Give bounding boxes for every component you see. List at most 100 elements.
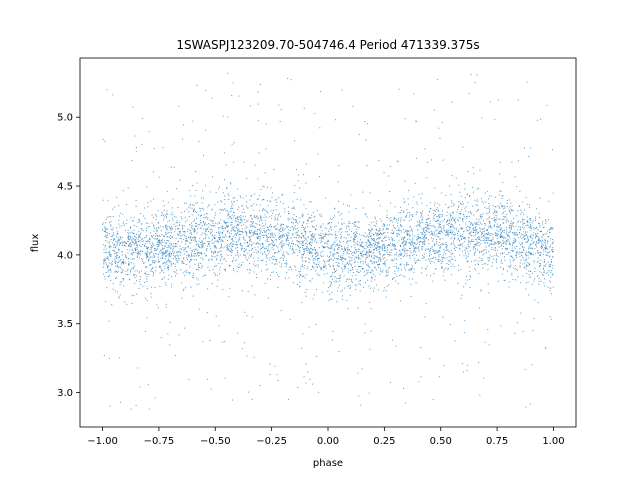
data-point <box>529 276 531 278</box>
data-point <box>450 215 452 217</box>
data-point <box>516 234 518 236</box>
data-point <box>490 101 491 103</box>
data-point <box>301 214 303 216</box>
data-point <box>124 245 126 247</box>
data-point <box>504 241 506 243</box>
data-point <box>171 236 173 238</box>
data-point <box>234 234 236 236</box>
data-point <box>246 232 248 234</box>
data-point <box>358 221 360 223</box>
data-point <box>273 249 275 251</box>
data-point <box>229 217 231 219</box>
data-point <box>391 339 393 341</box>
data-point <box>444 279 446 281</box>
data-point <box>159 252 161 254</box>
data-point <box>198 266 200 268</box>
data-point <box>390 166 392 168</box>
data-point <box>137 238 139 240</box>
data-point <box>130 242 132 244</box>
data-point <box>128 241 130 243</box>
data-point <box>154 256 156 258</box>
data-point <box>316 241 318 243</box>
data-point <box>291 248 293 250</box>
data-point <box>356 225 358 227</box>
data-point <box>376 229 378 231</box>
data-point <box>545 251 547 253</box>
data-point <box>483 253 485 255</box>
data-point <box>344 266 346 268</box>
data-point <box>172 198 174 200</box>
data-point <box>356 241 358 243</box>
data-point <box>430 262 431 264</box>
data-point <box>495 261 497 263</box>
data-point <box>218 221 220 223</box>
data-point <box>255 249 257 251</box>
data-point <box>547 252 549 254</box>
data-point <box>121 225 123 227</box>
data-point <box>278 197 280 199</box>
data-point <box>193 249 195 251</box>
data-point <box>299 286 301 288</box>
data-point <box>474 82 476 84</box>
data-point <box>476 223 478 225</box>
data-point <box>548 252 550 254</box>
data-point <box>310 231 312 233</box>
data-point <box>486 233 488 235</box>
data-point <box>161 256 163 258</box>
data-point <box>406 241 408 243</box>
data-point <box>374 232 376 234</box>
data-point <box>448 218 450 220</box>
data-point <box>270 243 272 245</box>
data-point <box>545 222 547 224</box>
data-point <box>323 267 325 269</box>
data-point <box>142 285 144 287</box>
data-point <box>119 284 121 286</box>
data-point <box>226 240 228 241</box>
data-point <box>373 240 375 242</box>
data-point <box>480 236 482 238</box>
data-point <box>525 406 527 408</box>
data-point <box>404 251 406 253</box>
data-point <box>530 253 532 255</box>
data-point <box>353 223 355 225</box>
data-point <box>489 240 491 242</box>
data-point <box>233 257 235 259</box>
data-point <box>202 228 204 230</box>
data-point <box>225 210 227 212</box>
data-point <box>280 310 282 312</box>
data-point <box>406 265 408 267</box>
data-point <box>355 231 357 233</box>
data-point <box>409 269 411 271</box>
data-point <box>434 253 436 255</box>
data-point <box>446 220 448 222</box>
data-point <box>141 251 143 253</box>
data-point <box>423 227 425 229</box>
data-point <box>128 263 130 265</box>
data-point <box>497 225 499 227</box>
data-point <box>269 200 271 202</box>
data-point <box>216 223 218 225</box>
data-point <box>181 282 183 284</box>
data-point <box>117 241 119 243</box>
data-point <box>383 236 385 238</box>
data-point <box>479 238 481 240</box>
data-point <box>401 254 403 256</box>
data-point <box>102 222 104 224</box>
data-point <box>128 244 130 246</box>
data-point <box>511 222 513 224</box>
data-point <box>337 181 339 183</box>
data-point <box>301 301 303 303</box>
data-point <box>369 243 371 245</box>
data-point <box>346 251 348 253</box>
data-point <box>443 254 445 256</box>
data-point <box>513 250 515 252</box>
data-point <box>296 234 298 236</box>
data-point <box>202 246 204 248</box>
data-point <box>162 251 164 253</box>
data-point <box>202 341 204 343</box>
data-point <box>506 205 508 207</box>
data-point <box>279 243 281 245</box>
data-point <box>311 234 313 236</box>
data-point <box>395 263 397 265</box>
data-point <box>136 255 138 257</box>
